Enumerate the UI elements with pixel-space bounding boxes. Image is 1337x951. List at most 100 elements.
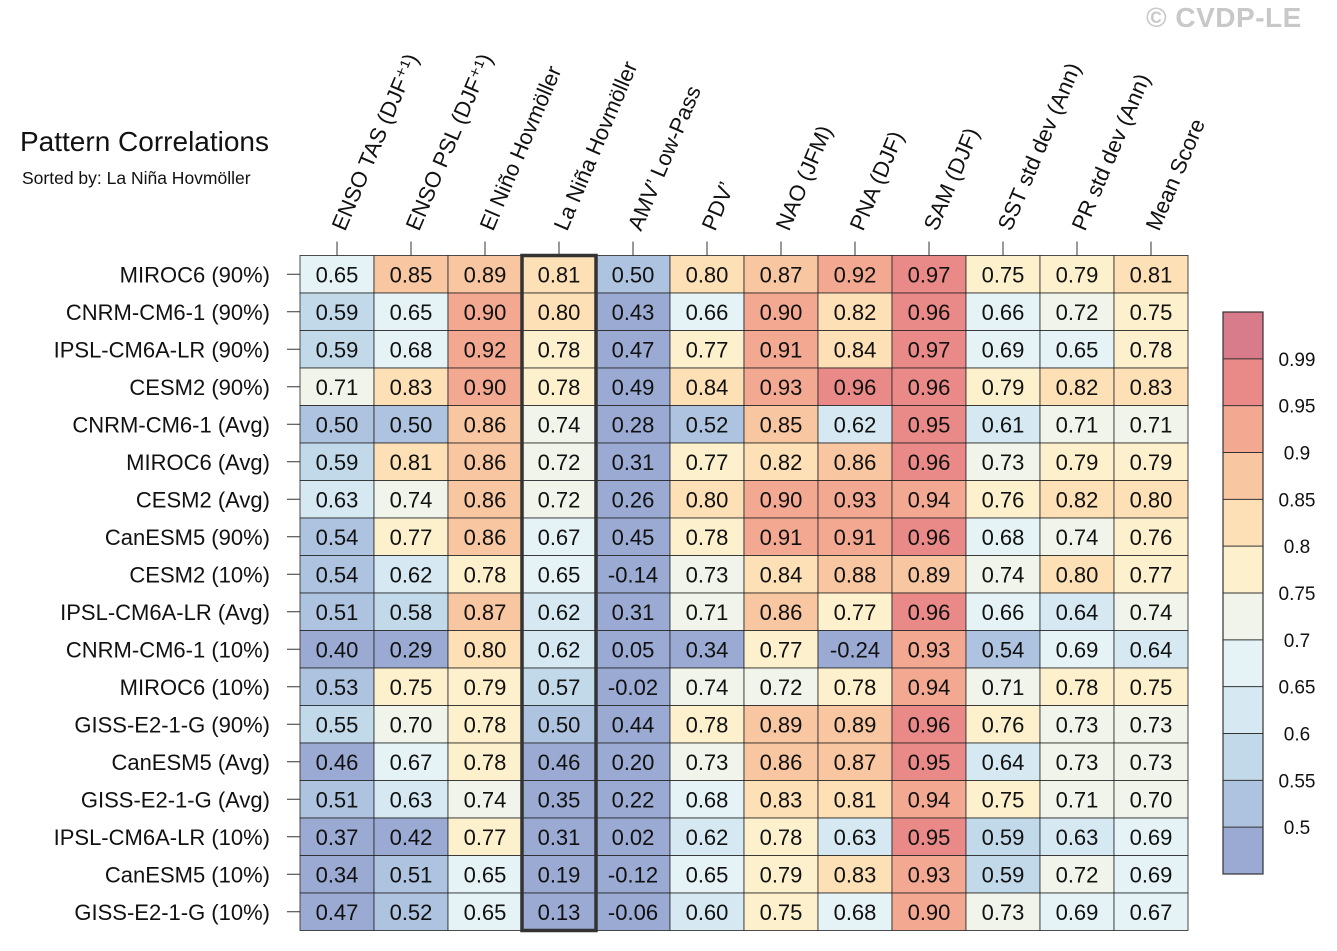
heatmap-cell	[299, 742, 375, 781]
heatmap-cell	[1039, 517, 1115, 556]
cell-value: 0.71	[982, 675, 1025, 700]
cell-value: 0.75	[760, 900, 803, 925]
cell-value: 0.67	[538, 525, 581, 550]
heatmap-cell	[299, 667, 375, 706]
cell-value: 0.79	[1056, 450, 1099, 475]
heatmap-cell	[669, 592, 745, 631]
cell-value: 0.45	[612, 525, 655, 550]
row-label: IPSL-CM6A-LR (90%)	[54, 337, 270, 362]
heatmap-cell	[817, 442, 893, 481]
cell-value: 0.96	[908, 525, 951, 550]
cell-value: 0.83	[390, 375, 433, 400]
heatmap-cell	[447, 705, 523, 744]
cell-value: 0.94	[908, 675, 951, 700]
cell-value: 0.92	[464, 337, 507, 362]
cell-value: 0.64	[1130, 637, 1173, 662]
cell-value: 0.43	[612, 300, 655, 325]
cell-value: 0.26	[612, 487, 655, 512]
heatmap-cell	[669, 330, 745, 369]
cell-value: 0.52	[686, 412, 729, 437]
cell-value: 0.96	[908, 300, 951, 325]
cell-value: 0.81	[538, 262, 581, 287]
colorbar-label: 0.9	[1284, 444, 1310, 465]
cell-value: 0.77	[390, 525, 433, 550]
heatmap-cell	[817, 780, 893, 819]
cell-value: -0.02	[608, 675, 658, 700]
cell-value: 0.71	[1056, 787, 1099, 812]
cell-value: 0.59	[316, 337, 359, 362]
cell-value: 0.73	[1056, 750, 1099, 775]
cell-value: 0.69	[1130, 862, 1173, 887]
cell-value: 0.64	[1056, 600, 1099, 625]
cell-value: 0.55	[316, 712, 359, 737]
row-label: CNRM-CM6-1 (Avg)	[72, 412, 270, 437]
cell-value: 0.68	[834, 900, 877, 925]
cell-value: 0.50	[316, 412, 359, 437]
heatmap-cell	[1113, 517, 1189, 556]
cell-value: 0.71	[1130, 412, 1173, 437]
cell-value: 0.73	[686, 562, 729, 587]
cell-value: 0.70	[1130, 787, 1173, 812]
cell-value: 0.20	[612, 750, 655, 775]
cell-value: 0.78	[464, 562, 507, 587]
cell-value: 0.50	[538, 712, 581, 737]
heatmap-cell	[1113, 817, 1189, 856]
cell-value: 0.72	[538, 450, 581, 475]
cell-value: 0.95	[908, 412, 951, 437]
colorbar-label: 0.65	[1279, 678, 1316, 699]
cell-value: 0.80	[686, 262, 729, 287]
cell-value: 0.89	[908, 562, 951, 587]
heatmap-cell	[965, 442, 1041, 481]
cell-value: 0.83	[760, 787, 803, 812]
row-label: CanESM5 (10%)	[105, 862, 270, 887]
colorbar-label: 0.7	[1284, 631, 1310, 652]
colorbar-swatch	[1223, 405, 1263, 453]
cell-value: 0.76	[982, 712, 1025, 737]
cell-value: 0.97	[908, 262, 951, 287]
colorbar-swatch	[1223, 452, 1263, 500]
cell-value: 0.37	[316, 825, 359, 850]
cell-value: 0.66	[686, 300, 729, 325]
row-label: CNRM-CM6-1 (90%)	[66, 300, 270, 325]
heatmap-cell	[891, 330, 967, 369]
cell-value: 0.79	[760, 862, 803, 887]
cell-value: 0.77	[1130, 562, 1173, 587]
cell-value: 0.90	[760, 300, 803, 325]
colorbar-label: 0.8	[1284, 537, 1310, 558]
cell-value: 0.78	[686, 525, 729, 550]
cell-value: 0.91	[760, 525, 803, 550]
cell-value: 0.78	[538, 337, 581, 362]
column-label: Mean Score	[1141, 115, 1210, 234]
heatmap-cell	[1039, 442, 1115, 481]
heatmap-cell	[1039, 817, 1115, 856]
column-label: SAM (DJF)	[919, 124, 985, 234]
colorbar-swatch	[1223, 499, 1263, 547]
column-label: AMV’ Low-Pass	[623, 82, 706, 234]
cell-value: 0.44	[612, 712, 655, 737]
cell-value: 0.84	[686, 375, 729, 400]
cell-value: 0.96	[908, 600, 951, 625]
heatmap-cell	[669, 555, 745, 594]
cell-value: 0.73	[686, 750, 729, 775]
cell-value: 0.74	[686, 675, 729, 700]
heatmap-cell	[743, 892, 819, 931]
cell-value: 0.79	[464, 675, 507, 700]
cell-value: 0.50	[390, 412, 433, 437]
cell-value: 0.75	[982, 787, 1025, 812]
heatmap-cell	[595, 705, 671, 744]
heatmap-cell	[965, 517, 1041, 556]
cell-value: 0.77	[834, 600, 877, 625]
heatmap-cell	[521, 330, 597, 369]
heatmap-cell	[891, 630, 967, 669]
cell-value: 0.70	[390, 712, 433, 737]
heatmap-cell	[299, 780, 375, 819]
cell-value: 0.59	[982, 825, 1025, 850]
colorbar-label: 0.95	[1279, 397, 1316, 418]
cell-value: 0.81	[834, 787, 877, 812]
colorbar-swatch	[1223, 593, 1263, 640]
cell-value: 0.93	[834, 487, 877, 512]
cell-value: 0.69	[1056, 637, 1099, 662]
heatmap-cell	[299, 555, 375, 594]
cell-value: 0.62	[390, 562, 433, 587]
cell-value: 0.64	[982, 750, 1025, 775]
